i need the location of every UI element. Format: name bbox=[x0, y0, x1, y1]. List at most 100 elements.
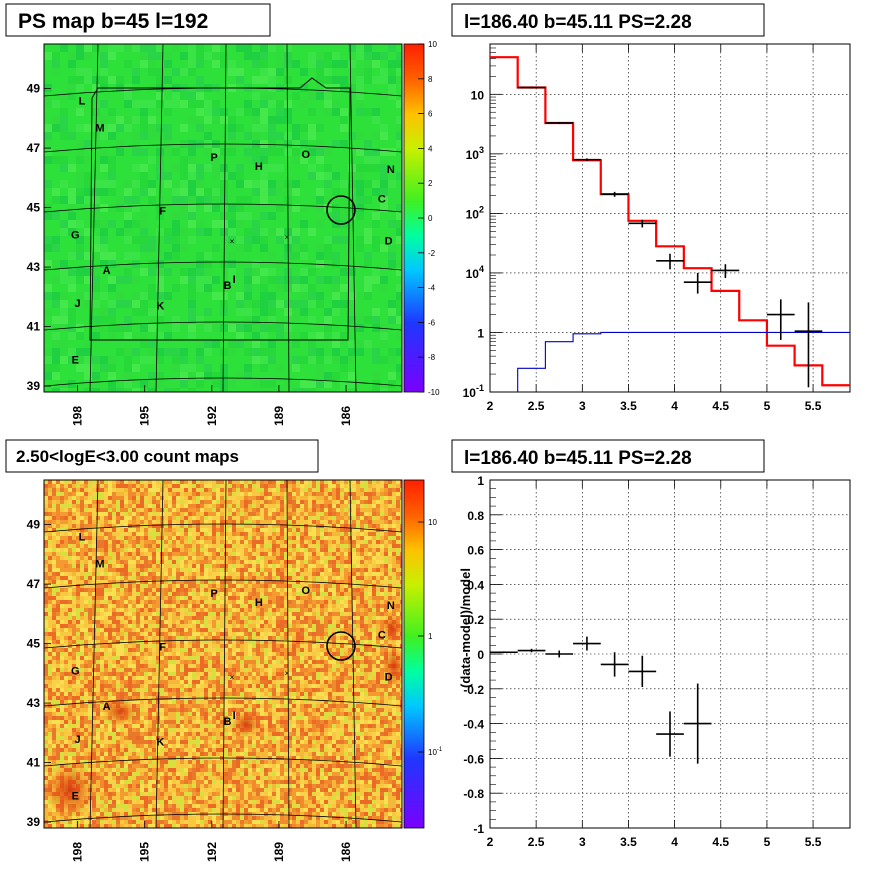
ps-map-pixel bbox=[228, 204, 236, 212]
count-map-pixel bbox=[164, 580, 168, 584]
count-map-pixel bbox=[164, 516, 168, 520]
count-map-pixel bbox=[84, 508, 88, 512]
ps-map-pixel bbox=[252, 332, 260, 340]
count-map-pixel bbox=[172, 588, 176, 592]
count-map-pixel bbox=[328, 532, 332, 536]
ps-map-pixel bbox=[252, 348, 260, 356]
count-map-pixel bbox=[284, 504, 288, 508]
count-map-pixel bbox=[56, 608, 60, 612]
count-map-pixel bbox=[208, 580, 212, 584]
count-map-pixel bbox=[388, 552, 392, 556]
count-map-pixel bbox=[152, 568, 156, 572]
ps-map-pixel bbox=[300, 292, 308, 300]
count-map-pixel bbox=[196, 540, 200, 544]
count-map-pixel bbox=[164, 520, 168, 524]
ps-map-pixel bbox=[108, 276, 116, 284]
count-map-pixel bbox=[140, 540, 144, 544]
count-map-pixel bbox=[392, 572, 396, 576]
count-map-pixel bbox=[356, 496, 360, 500]
count-map-pixel bbox=[340, 500, 344, 504]
count-map-pixel bbox=[96, 616, 100, 620]
ps-map-pixel bbox=[356, 84, 364, 92]
ps-map-pixel bbox=[356, 340, 364, 348]
ps-map-pixel bbox=[268, 380, 276, 388]
count-map-pixel bbox=[356, 572, 360, 576]
count-map-pixel bbox=[292, 544, 296, 548]
count-map-pixel bbox=[280, 616, 284, 620]
count-map-pixel bbox=[84, 568, 88, 572]
ps-map-pixel bbox=[228, 148, 236, 156]
count-map-pixel bbox=[44, 488, 48, 492]
ps-map-pixel bbox=[260, 164, 268, 172]
count-map-pixel bbox=[372, 588, 376, 592]
count-map-pixel bbox=[128, 624, 132, 628]
ps-map-pixel bbox=[148, 308, 156, 316]
count-map-pixel bbox=[336, 600, 340, 604]
ps-map-pixel bbox=[60, 348, 68, 356]
count-map-pixel bbox=[132, 520, 136, 524]
ps-map-pixel bbox=[76, 356, 84, 364]
ps-map-pixel bbox=[348, 348, 356, 356]
ps-map-pixel bbox=[196, 44, 204, 52]
count-map-pixel bbox=[336, 628, 340, 632]
count-map-pixel bbox=[340, 544, 344, 548]
count-map-pixel bbox=[48, 576, 52, 580]
count-map-pixel bbox=[212, 624, 216, 628]
count-map-pixel bbox=[176, 568, 180, 572]
count-map-pixel bbox=[220, 596, 224, 600]
count-map-pixel bbox=[300, 564, 304, 568]
count-map-pixel bbox=[108, 504, 112, 508]
ps-map-pixel bbox=[252, 132, 260, 140]
ps-map-pixel bbox=[212, 220, 220, 228]
count-map-pixel bbox=[256, 516, 260, 520]
count-map-pixel bbox=[328, 568, 332, 572]
count-map-pixel bbox=[292, 504, 296, 508]
count-map-pixel bbox=[116, 504, 120, 508]
count-map-pixel bbox=[136, 512, 140, 516]
count-map-pixel bbox=[108, 632, 112, 636]
count-map-pixel bbox=[84, 584, 88, 588]
ps-map-pixel bbox=[292, 300, 300, 308]
count-map-pixel bbox=[204, 488, 208, 492]
ps-map-pixel bbox=[196, 372, 204, 380]
count-map-pixel bbox=[352, 520, 356, 524]
count-map-pixel bbox=[80, 508, 84, 512]
ps-map-pixel bbox=[100, 52, 108, 60]
count-map-pixel bbox=[388, 596, 392, 600]
ps-map-pixel bbox=[292, 180, 300, 188]
count-map-pixel bbox=[192, 636, 196, 640]
ps-map-pixel bbox=[52, 188, 60, 196]
count-map-pixel bbox=[276, 644, 280, 648]
count-map-pixel bbox=[244, 532, 248, 536]
count-map-pixel bbox=[100, 576, 104, 580]
map-y-tick-label: 49 bbox=[27, 82, 41, 96]
count-map-pixel bbox=[172, 544, 176, 548]
count-map-pixel bbox=[344, 588, 348, 592]
count-map-pixel bbox=[120, 572, 124, 576]
count-map-pixel bbox=[272, 616, 276, 620]
count-map-pixel bbox=[324, 636, 328, 640]
count-map-pixel bbox=[64, 624, 68, 628]
count-map-pixel bbox=[244, 636, 248, 640]
ps-map-pixel bbox=[204, 276, 212, 284]
count-map-pixel bbox=[324, 580, 328, 584]
count-map-pixel bbox=[248, 640, 252, 644]
count-map-pixel bbox=[140, 552, 144, 556]
count-map-pixel bbox=[344, 536, 348, 540]
ps-map-pixel bbox=[332, 292, 340, 300]
count-map-pixel bbox=[220, 644, 224, 648]
count-map-pixel bbox=[264, 516, 268, 520]
count-map-pixel bbox=[376, 488, 380, 492]
count-map-pixel bbox=[140, 616, 144, 620]
ps-map-pixel bbox=[332, 236, 340, 244]
count-map-pixel bbox=[204, 492, 208, 496]
count-map-pixel bbox=[60, 644, 64, 648]
ps-map-pixel bbox=[396, 76, 402, 84]
count-map-pixel bbox=[300, 640, 304, 644]
ps-map-pixel bbox=[236, 180, 244, 188]
count-map-pixel bbox=[368, 588, 372, 592]
ps-map-pixel bbox=[100, 244, 108, 252]
ps-map-pixel bbox=[60, 196, 68, 204]
ps-map-pixel bbox=[276, 116, 284, 124]
count-map-pixel bbox=[52, 552, 56, 556]
